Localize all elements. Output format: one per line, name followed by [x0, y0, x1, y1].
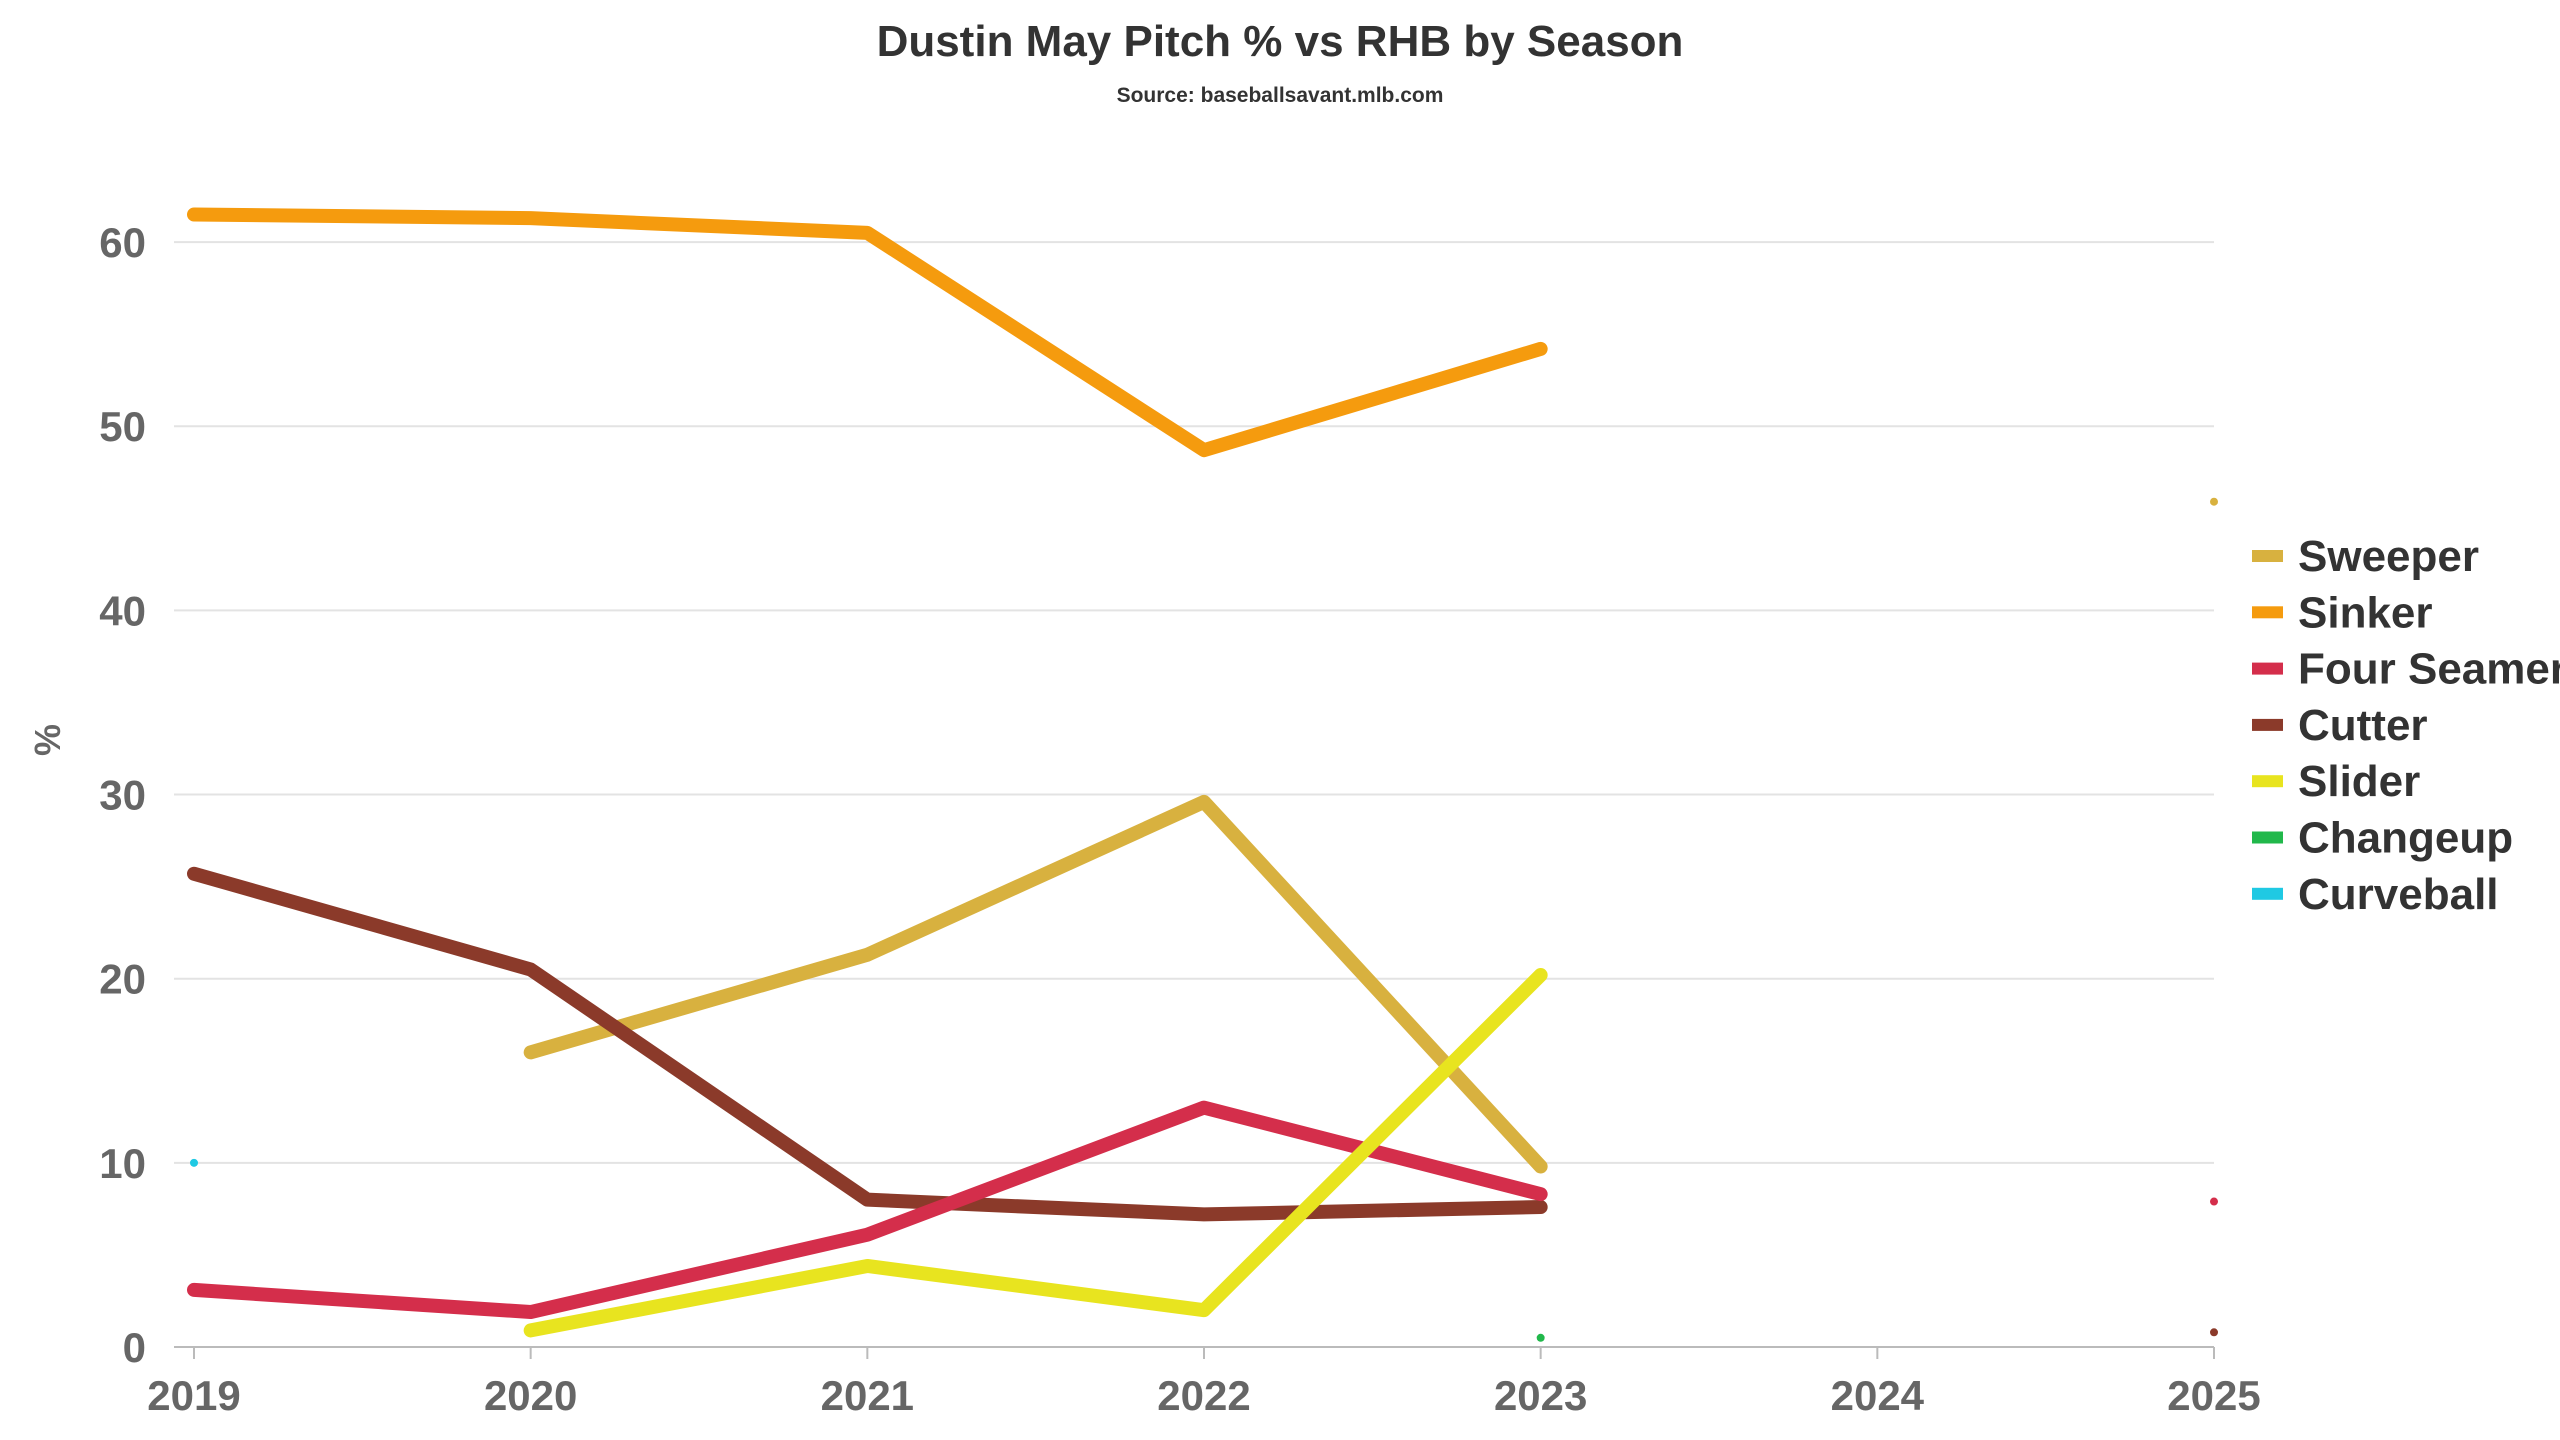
x-tick-label: 2019 [147, 1372, 240, 1419]
series-lines [187, 207, 2218, 1342]
legend-item-changeup: Changeup [2298, 814, 2513, 863]
legend-swatch-slider [2252, 775, 2283, 788]
legend-swatch-four-seamer [2252, 662, 2283, 675]
x-axis-ticks: 2019 2020 2021 2022 2023 2024 2025 [147, 1347, 2261, 1419]
x-tick-label: 2021 [821, 1372, 914, 1419]
legend-item-curveball: Curveball [2298, 870, 2499, 919]
y-tick-label: 20 [99, 956, 146, 1003]
y-tick-label: 0 [123, 1324, 146, 1371]
series-line-sweeper [523, 794, 1548, 1174]
legend: Sweeper Sinker Four Seamer Cutter Slider Chan… [2252, 532, 2560, 919]
x-tick-label: 2022 [1157, 1372, 1250, 1419]
y-tick-label: 30 [99, 772, 146, 819]
data-point-changeup [1536, 1333, 1545, 1342]
chart-title: Dustin May Pitch % vs RHB by Season [877, 17, 1684, 66]
x-tick-label: 2025 [2167, 1372, 2260, 1419]
data-point-curveball [190, 1158, 198, 1167]
legend-item-slider: Slider [2298, 757, 2420, 806]
y-tick-label: 10 [99, 1140, 146, 1187]
legend-item-sinker: Sinker [2298, 588, 2433, 637]
legend-swatch-sweeper [2252, 550, 2283, 562]
legend-swatch-sinker [2252, 606, 2283, 619]
series-line-slider [523, 968, 1548, 1338]
series-line-four-seamer [187, 1100, 1548, 1320]
y-tick-label: 50 [99, 403, 146, 450]
y-tick-label: 40 [99, 587, 146, 634]
chart-subtitle: Source: baseballsavant.mlb.com [1117, 84, 1444, 107]
gridlines [174, 241, 2214, 1348]
series-line-cutter [187, 866, 1548, 1222]
data-point-four-seamer [2210, 1197, 2218, 1206]
x-tick-label: 2023 [1494, 1372, 1587, 1419]
legend-swatch-changeup [2252, 831, 2283, 844]
data-point-sweeper [2210, 497, 2218, 506]
legend-swatch-curveball [2252, 887, 2283, 900]
data-point-cutter [2210, 1328, 2218, 1337]
y-axis-ticks: 0 10 20 30 40 50 60 [99, 219, 146, 1371]
legend-item-sweeper: Sweeper [2298, 532, 2479, 581]
y-tick-label: 60 [99, 219, 146, 266]
x-tick-label: 2020 [484, 1372, 577, 1419]
y-axis-label: % [27, 724, 68, 756]
series-line-sinker [187, 207, 1548, 458]
legend-swatch-cutter [2252, 718, 2283, 731]
legend-item-cutter: Cutter [2298, 701, 2428, 750]
x-tick-label: 2024 [1831, 1372, 1925, 1419]
legend-item-four-seamer: Four Seamer [2298, 645, 2560, 694]
